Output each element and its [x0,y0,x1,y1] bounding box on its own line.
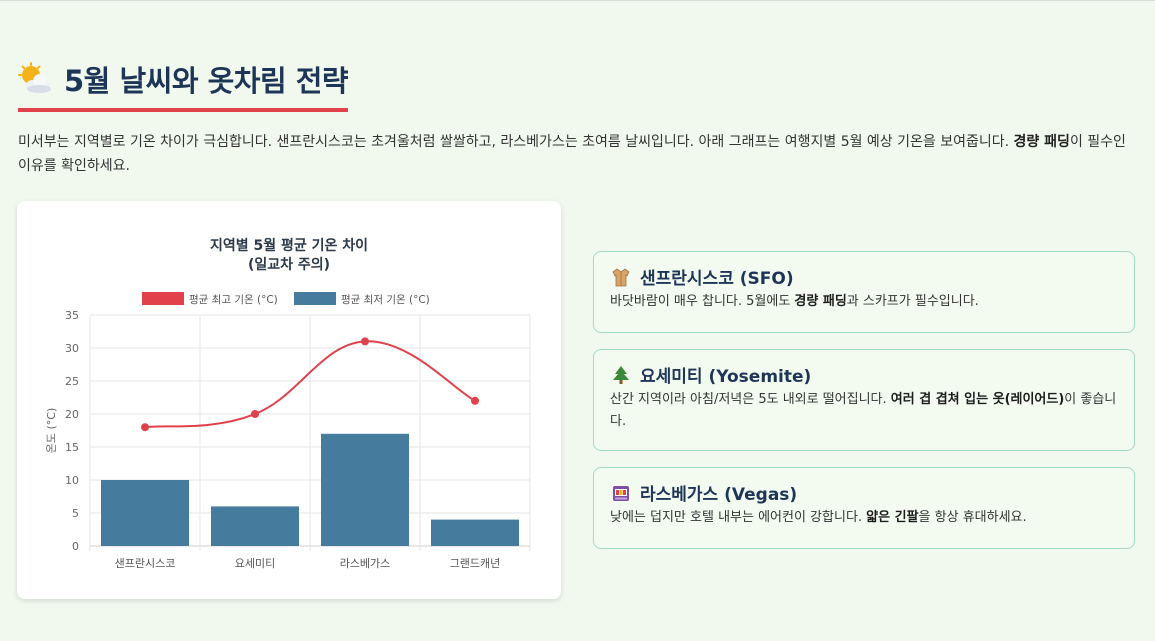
temperature-chart: 지역별 5월 평균 기온 차이 (일교차 주의) 평균 최고 기온 (°C) 평균 최… [45,237,531,570]
y-tick-label: 30 [65,342,79,355]
tip-header: 라스베가스 (Vegas) [610,480,1118,505]
tip-text: 낮에는 덥지만 호텔 내부는 에어컨이 강합니다. [610,510,867,525]
tip-title: 샌프란시스코 (SFO) [640,269,794,289]
tip-header: 샌프란시스코 (SFO) [610,264,1118,289]
legend-label-max: 평균 최고 기온 (°C) [189,294,278,306]
sun-behind-cloud-icon [18,62,51,93]
page-title: 5월 날씨와 옷차림 전략 [18,58,349,112]
slot-machine-icon [613,485,629,501]
bar-min-temp [101,480,189,546]
tip-body: 산간 지역이라 아침/저녁은 5도 내외로 떨어집니다. 여러 겹 겹쳐 입는 … [610,389,1118,433]
tip-card-sfo: 샌프란시스코 (SFO) 바닷바람이 매우 찹니다. 5월에도 경량 패딩과 스… [593,251,1135,333]
y-tick-label: 0 [72,540,79,553]
y-tick-label: 35 [65,309,79,322]
point-max-temp [361,337,369,346]
tip-card-yosemite: 요세미티 (Yosemite) 산간 지역이라 아침/저녁은 5도 내외로 떨어… [593,349,1135,451]
intro-text-1: 미서부는 지역별로 기온 차이가 극심합니다. 샌프란시스코는 초겨울처럼 쌀쌀… [18,134,1014,150]
x-tick-label: 라스베가스 [340,557,391,570]
y-axis-label: 온도 (°C) [45,408,58,454]
tip-title: 요세미티 (Yosemite) [640,367,812,387]
page-title-text: 5월 날씨와 옷차림 전략 [64,64,349,98]
tip-text: 바닷바람이 매우 찹니다. 5월에도 [610,294,795,309]
tip-header: 요세미티 (Yosemite) [610,362,1118,387]
legend-label-min: 평균 최저 기온 (°C) [341,294,430,306]
intro-bold: 경량 패딩 [1013,134,1070,150]
y-tick-label: 15 [65,441,79,454]
intro-text-2: 이 필수인 이유를 확인하세요. [18,134,1126,174]
y-tick-label: 5 [72,507,79,520]
x-tick-label: 요세미티 [235,557,275,570]
temperature-chart-card: 지역별 5월 평균 기온 차이 (일교차 주의) 평균 최고 기온 (°C) 평균 최… [17,201,561,599]
evergreen-tree-icon [613,365,629,384]
x-tick-label: 그랜드캐년 [450,557,501,570]
tip-title: 라스베가스 (Vegas) [640,485,798,505]
top-divider [0,0,1155,1]
y-tick-label: 20 [65,408,79,421]
tip-text: 과 스카프가 필수입니다. [846,294,979,309]
tip-text: 이 좋습니다. [610,392,1117,429]
line-max-temp [144,340,476,429]
tip-card-vegas: 라스베가스 (Vegas) 낮에는 덥지만 호텔 내부는 에어컨이 강합니다. … [593,467,1135,549]
legend-swatch-max [142,292,184,305]
y-tick-label: 25 [65,375,79,388]
tip-body: 낮에는 덥지만 호텔 내부는 에어컨이 강합니다. 얇은 긴팔을 항상 휴대하세… [610,507,1118,529]
point-max-temp [141,423,149,432]
legend-swatch-min [294,292,336,305]
intro-paragraph: 미서부는 지역별로 기온 차이가 극심합니다. 샌프란시스코는 초겨울처럼 쌀쌀… [18,130,1143,178]
tip-bold: 여러 겹 겹쳐 입는 옷(레이어드) [890,392,1065,407]
bar-min-temp [211,506,299,546]
bar-min-temp [321,433,409,546]
point-max-temp [471,396,479,405]
chart-title: (일교차 주의) [248,256,330,273]
chart-title: 지역별 5월 평균 기온 차이 [210,237,368,254]
tip-text: 산간 지역이라 아침/저녁은 5도 내외로 떨어집니다. [610,392,891,407]
tip-body: 바닷바람이 매우 찹니다. 5월에도 경량 패딩과 스카프가 필수입니다. [610,291,1118,313]
point-max-temp [251,410,259,418]
bar-min-temp [431,519,519,546]
tip-bold: 경량 패딩 [794,294,847,309]
x-tick-label: 샌프란시스코 [115,557,176,570]
y-tick-label: 10 [65,474,79,487]
tip-bold: 얇은 긴팔 [866,510,919,525]
tip-text: 을 항상 휴대하세요. [918,510,1027,525]
coat-icon [612,268,630,286]
